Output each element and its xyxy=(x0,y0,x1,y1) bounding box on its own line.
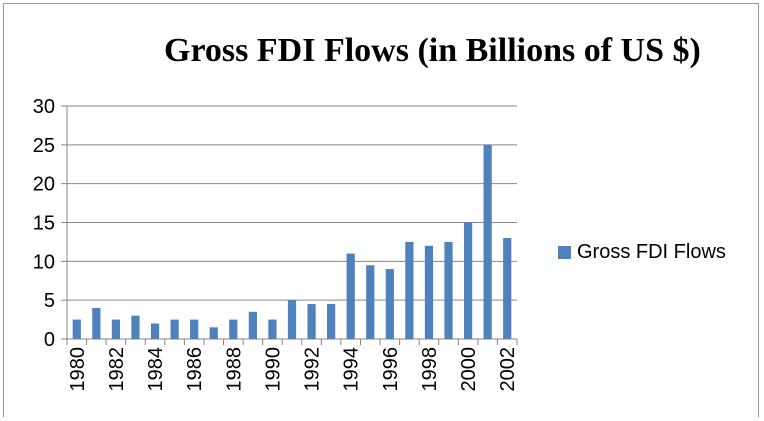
chart-title: Gross FDI Flows (in Billions of US $) xyxy=(164,32,701,69)
x-tick-label: 1982 xyxy=(106,347,128,392)
x-tick-label: 1988 xyxy=(223,347,245,392)
y-tick-label: 30 xyxy=(33,96,55,118)
x-tick-label: 1992 xyxy=(302,347,324,392)
x-tick-label: 1990 xyxy=(262,347,284,392)
bar-1982 xyxy=(111,319,121,339)
bar-2002 xyxy=(503,238,512,339)
bar-1998 xyxy=(424,245,434,339)
bar-1996 xyxy=(385,269,394,339)
bar-1993 xyxy=(327,304,336,339)
y-tick-label: 15 xyxy=(33,213,55,235)
bar-1990 xyxy=(268,319,277,339)
bar-1994 xyxy=(346,253,355,339)
bar-1991 xyxy=(287,300,297,339)
y-tick-label: 20 xyxy=(33,174,55,196)
bar-1985 xyxy=(170,319,179,339)
chart-frame: Gross FDI Flows (in Billions of US $) xyxy=(3,3,759,417)
legend-label: Gross FDI Flows xyxy=(577,241,726,263)
y-tick-label: 10 xyxy=(33,251,55,273)
bar-1988 xyxy=(229,319,238,339)
x-tick-label: 1998 xyxy=(419,347,441,392)
bar-1989 xyxy=(248,311,257,339)
x-tick-label: 1986 xyxy=(184,347,206,392)
y-tick-label: 5 xyxy=(44,290,55,312)
bar-1992 xyxy=(307,304,316,339)
bar-1981 xyxy=(92,307,101,339)
x-tick-label: 1980 xyxy=(67,347,89,392)
bar-1983 xyxy=(131,315,140,339)
bar-1997 xyxy=(405,241,414,339)
bar-2001 xyxy=(483,144,492,339)
bar-2000 xyxy=(463,222,473,339)
x-tick-label: 1996 xyxy=(380,347,402,392)
bar-1995 xyxy=(366,265,375,339)
bar-1999 xyxy=(444,241,453,339)
bar-1984 xyxy=(150,323,160,339)
legend-swatch xyxy=(558,246,571,259)
x-tick-label: 2002 xyxy=(497,347,519,392)
y-tick-label: 25 xyxy=(33,135,55,157)
x-tick-label: 2000 xyxy=(458,347,480,392)
x-tick-label: 1984 xyxy=(145,347,167,392)
bar-1980 xyxy=(72,319,81,339)
bar-1986 xyxy=(190,319,199,339)
bar-1987 xyxy=(209,327,218,339)
legend: Gross FDI Flows xyxy=(558,241,726,264)
y-tick-label: 0 xyxy=(44,329,55,351)
x-tick-label: 1994 xyxy=(341,347,363,392)
